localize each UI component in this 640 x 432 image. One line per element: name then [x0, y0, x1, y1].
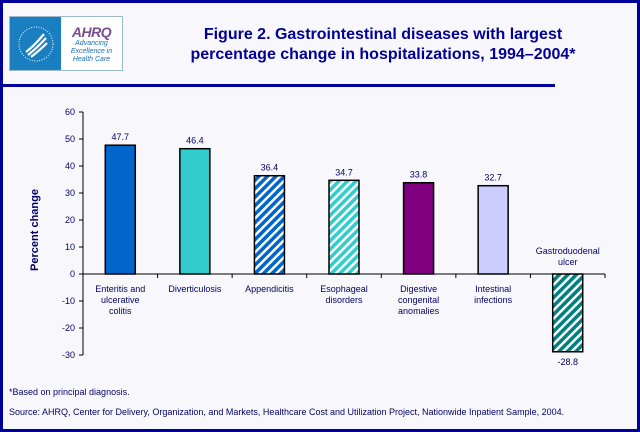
- category-label: disorders: [325, 295, 363, 305]
- y-tick-label: 30: [65, 188, 75, 198]
- y-tick-label: 10: [65, 242, 75, 252]
- category-label: Appendicitis: [245, 284, 294, 294]
- category-label: Digestive: [400, 284, 437, 294]
- data-label: 32.7: [484, 173, 502, 183]
- bar: [179, 147, 211, 275]
- y-tick-label: -10: [62, 296, 75, 306]
- bar: [253, 174, 286, 275]
- category-label: ulcer: [558, 257, 578, 267]
- y-axis-label: Percent change: [29, 189, 41, 271]
- header-divider: [3, 84, 555, 87]
- data-label: 46.4: [186, 136, 204, 146]
- data-label: 47.7: [112, 132, 130, 142]
- data-label: -28.8: [557, 357, 578, 367]
- bar: [402, 181, 435, 275]
- category-label: Gastroduodenal: [536, 246, 600, 256]
- y-tick-label: 60: [65, 107, 75, 117]
- data-label: 34.7: [335, 167, 353, 177]
- footnote: *Based on principal diagnosis.: [9, 387, 130, 397]
- hhs-eagle-icon: [10, 17, 61, 70]
- data-label: 36.4: [261, 163, 279, 173]
- bar: [477, 184, 509, 275]
- data-label: 33.8: [410, 170, 428, 180]
- category-label: infections: [474, 295, 513, 305]
- bar: [328, 179, 360, 275]
- category-label: anomalies: [398, 306, 440, 316]
- category-label: Esophageal: [320, 284, 368, 294]
- category-label: colitis: [109, 306, 132, 316]
- y-tick-label: 50: [65, 134, 75, 144]
- title-line-2: percentage change in hospitalizations, 1…: [190, 46, 576, 63]
- ahrq-tagline: Advancing Excellence in Health Care: [70, 39, 113, 63]
- category-label: congenital: [398, 295, 439, 305]
- ahrq-wordmark: AHRQ: [71, 23, 112, 40]
- ahrq-logo: AHRQ Advancing Excellence in Health Care: [9, 16, 123, 71]
- title-line-1: Figure 2. Gastrointestinal diseases with…: [203, 26, 563, 43]
- y-tick-label: 20: [65, 215, 75, 225]
- bar: [551, 273, 584, 353]
- chart-title: Figure 2. Gastrointestinal diseases with…: [143, 25, 623, 65]
- category-label: Diverticulosis: [168, 284, 222, 294]
- bar: [104, 144, 137, 275]
- source-note: Source: AHRQ, Center for Delivery, Organ…: [9, 407, 565, 417]
- category-label: ulcerative: [101, 295, 140, 305]
- y-tick-label: 0: [70, 269, 75, 279]
- category-label: Enteritis and: [95, 284, 145, 294]
- y-tick-label: -30: [62, 350, 75, 360]
- category-label: Intestinal: [475, 284, 511, 294]
- y-tick-label: -20: [62, 323, 75, 333]
- y-tick-label: 40: [65, 161, 75, 171]
